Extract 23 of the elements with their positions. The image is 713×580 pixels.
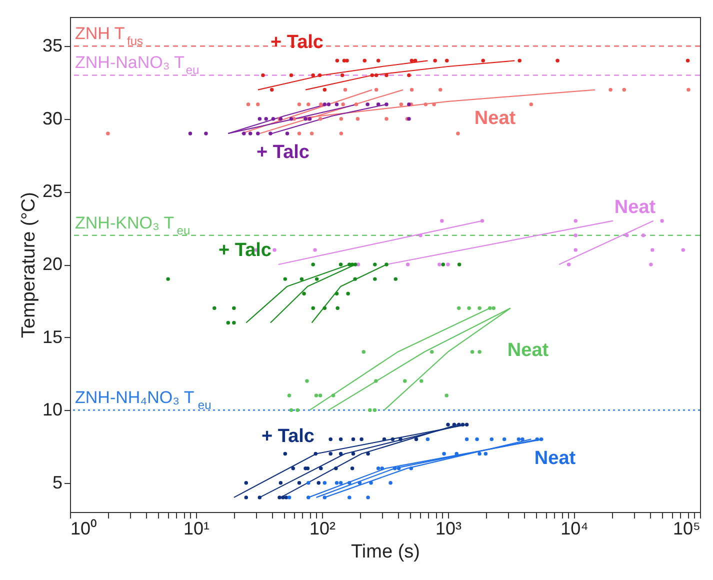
y-axis-title: Temperature (°C) [18, 192, 40, 338]
series-label: + Talc [270, 32, 324, 53]
y-tick-label: 20 [42, 254, 62, 274]
series-label: + Talc [262, 426, 315, 447]
y-tick-label: 35 [42, 36, 62, 56]
series-label: + Talc [256, 142, 310, 163]
series-label: Neat [614, 197, 656, 218]
x-tick-label: 10⁵ [673, 518, 700, 538]
y-tick-label: 10 [42, 400, 62, 420]
x-tick-label: 10¹ [183, 518, 210, 538]
x-tick-label: 10³ [435, 518, 462, 538]
x-tick-label: 10⁰ [70, 518, 97, 538]
series-label: Neat [534, 448, 576, 469]
x-tick-label: 10⁴ [560, 518, 588, 538]
series-label: Neat [507, 340, 550, 361]
series-label: Neat [474, 108, 516, 129]
x-tick-label: 10² [309, 518, 336, 538]
y-tick-label: 15 [42, 326, 62, 347]
series-label: + Talc [218, 240, 272, 261]
y-tick-label: 5 [52, 472, 62, 492]
x-axis-title: Time (s) [351, 542, 420, 562]
y-tick-label: 30 [42, 108, 62, 128]
y-tick-label: 25 [42, 181, 62, 202]
